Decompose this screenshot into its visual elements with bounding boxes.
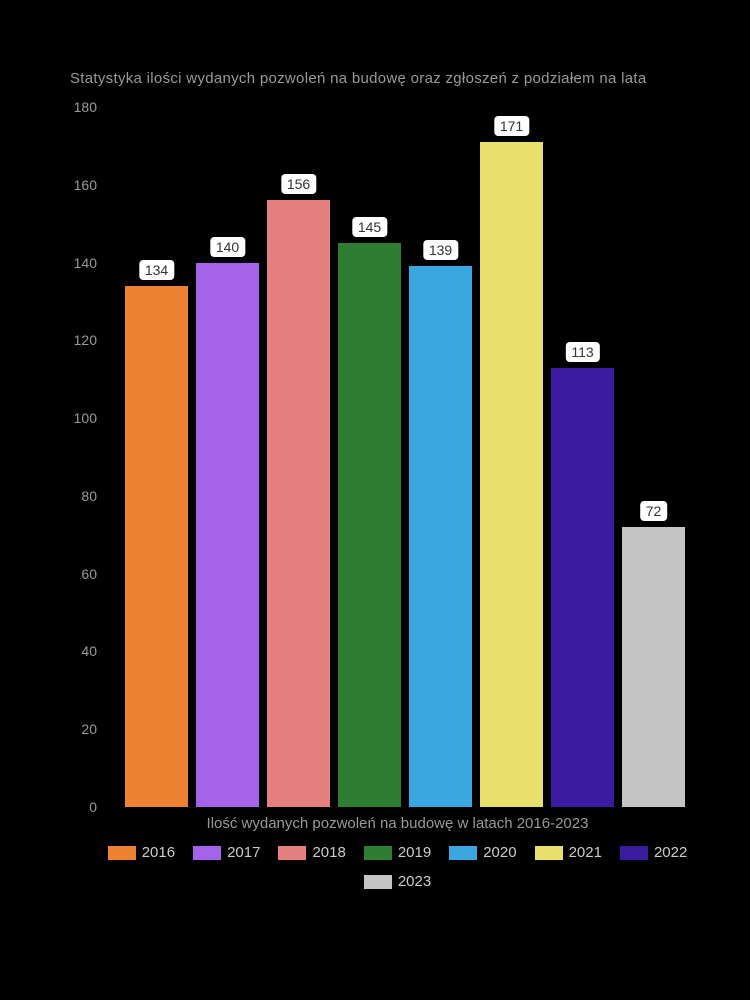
bar-wrap: 140: [196, 107, 259, 807]
legend-item-2020: 2020: [449, 844, 516, 861]
bar-2021: 171: [480, 142, 543, 807]
legend-item-2023: 2023: [364, 873, 431, 890]
legend-swatch: [193, 846, 221, 860]
bar-value-label: 140: [210, 237, 245, 257]
bar-wrap: 145: [338, 107, 401, 807]
bar-2022: 113: [551, 368, 614, 807]
y-tick: 0: [89, 799, 97, 815]
bar-2017: 140: [196, 263, 259, 807]
bar-wrap: 156: [267, 107, 330, 807]
legend-text: 2023: [398, 873, 431, 890]
legend-text: 2022: [654, 844, 687, 861]
y-tick: 180: [74, 99, 97, 115]
chart-container: Statystyka ilości wydanych pozwoleń na b…: [70, 70, 690, 930]
bar-2016: 134: [125, 286, 188, 807]
y-tick: 120: [74, 332, 97, 348]
bar-wrap: 134: [125, 107, 188, 807]
bar-wrap: 72: [622, 107, 685, 807]
legend-item-2018: 2018: [278, 844, 345, 861]
y-tick: 100: [74, 410, 97, 426]
legend-swatch: [278, 846, 306, 860]
legend-item-2022: 2022: [620, 844, 687, 861]
y-axis: 020406080100120140160180: [70, 107, 105, 807]
legend-text: 2016: [142, 844, 175, 861]
legend-text: 2017: [227, 844, 260, 861]
bar-wrap: 139: [409, 107, 472, 807]
plot-area: 020406080100120140160180 134140156145139…: [105, 107, 705, 807]
bar-value-label: 139: [423, 240, 458, 260]
y-tick: 20: [81, 721, 97, 737]
bar-2018: 156: [267, 200, 330, 807]
bar-2019: 145: [338, 243, 401, 807]
bar-value-label: 171: [494, 116, 529, 136]
legend-swatch: [364, 846, 392, 860]
legend-text: 2018: [312, 844, 345, 861]
legend-item-2016: 2016: [108, 844, 175, 861]
y-tick: 40: [81, 643, 97, 659]
legend-text: 2019: [398, 844, 431, 861]
bar-value-label: 72: [640, 501, 668, 521]
legend-swatch: [108, 846, 136, 860]
bar-value-label: 113: [565, 342, 599, 362]
chart-title: Statystyka ilości wydanych pozwoleń na b…: [70, 70, 690, 87]
legend-swatch: [535, 846, 563, 860]
bar-wrap: 113: [551, 107, 614, 807]
bar-value-label: 156: [281, 174, 316, 194]
bar-value-label: 134: [139, 260, 174, 280]
legend-item-2019: 2019: [364, 844, 431, 861]
bar-2023: 72: [622, 527, 685, 807]
legend-text: 2020: [483, 844, 516, 861]
legend-item-2021: 2021: [535, 844, 602, 861]
bar-2020: 139: [409, 266, 472, 807]
bar-value-label: 145: [352, 217, 387, 237]
y-tick: 160: [74, 177, 97, 193]
y-tick: 60: [81, 566, 97, 582]
bar-wrap: 171: [480, 107, 543, 807]
legend-item-2017: 2017: [193, 844, 260, 861]
bars-group: 13414015614513917111372: [105, 107, 705, 807]
legend-swatch: [620, 846, 648, 860]
legend: 2016 2017 2018 2019 2020 2021 2022 2023: [105, 844, 690, 890]
legend-swatch: [449, 846, 477, 860]
y-tick: 80: [81, 488, 97, 504]
legend-swatch: [364, 875, 392, 889]
x-axis-label: Ilość wydanych pozwoleń na budowę w lata…: [105, 815, 690, 832]
y-tick: 140: [74, 255, 97, 271]
legend-text: 2021: [569, 844, 602, 861]
